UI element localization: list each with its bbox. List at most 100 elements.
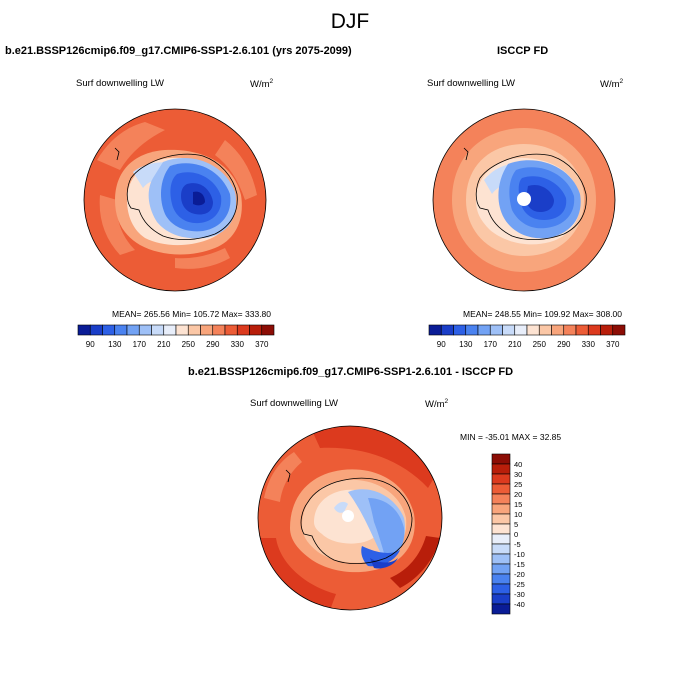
colorbar-tick-label: 370: [255, 340, 269, 349]
colorbar-tick-label: 290: [557, 340, 571, 349]
colorbar-tick-label: 90: [86, 340, 95, 349]
panel1-coastline: [114, 147, 238, 240]
colorbar-swatch: [514, 324, 528, 336]
figure-title: DJF: [330, 10, 370, 33]
colorbar-swatch: [491, 583, 511, 595]
panel3-stats: MIN = -35.01 MAX = 32.85: [460, 432, 562, 442]
colorbar-swatch: [538, 324, 552, 336]
colorbar-swatch: [491, 523, 511, 535]
colorbar-tick-label: -30: [514, 590, 525, 599]
colorbar-swatch: [175, 324, 189, 336]
colorbar-tick-label: 130: [108, 340, 122, 349]
colorbar-tick-label: -20: [514, 570, 525, 579]
panel3-polar-map: [257, 425, 443, 611]
colorbar-swatch: [261, 324, 275, 336]
panel3-negative-anomaly: [368, 498, 405, 560]
colorbar-swatch: [491, 553, 511, 565]
colorbar-swatch: [491, 603, 511, 615]
panel1-warm-band: [97, 122, 165, 170]
panel2-polar-map: [432, 108, 616, 292]
colorbar-swatch: [526, 324, 540, 336]
colorbar-tick-label: 210: [508, 340, 522, 349]
colorbar-tick-label: 25: [514, 480, 522, 489]
colorbar-swatch: [138, 324, 152, 336]
panel2-units-label: W/m2: [600, 78, 624, 90]
colorbar-tick-label: 210: [157, 340, 171, 349]
colorbar-tick-label: 90: [437, 340, 446, 349]
colorbar-swatch: [212, 324, 226, 336]
panel3-map-border: [257, 425, 443, 611]
colorbar-swatch: [551, 324, 565, 336]
colorbar-swatch: [102, 324, 116, 336]
panel3-title: b.e21.BSSP126cmip6.f09_g17.CMIP6-SSP1-2.…: [188, 366, 514, 378]
colorbar-tick-label: 250: [533, 340, 547, 349]
panel3-high-anomaly: [260, 538, 336, 610]
colorbar-swatch: [465, 324, 479, 336]
panel2-title: ISCCP FD: [497, 45, 549, 57]
colorbar-swatch: [491, 543, 511, 555]
colorbar-swatch: [491, 593, 511, 605]
colorbar-swatch: [600, 324, 614, 336]
panel1-variable-label: Surf downwelling LW: [76, 78, 165, 89]
colorbar-swatch: [89, 324, 103, 336]
colorbar-tick-label: 5: [514, 520, 518, 529]
panel3-units-label: W/m2: [425, 398, 449, 410]
colorbar-swatch: [491, 513, 511, 525]
panel1-ice-contour: [193, 191, 205, 206]
colorbar-swatch: [491, 473, 511, 485]
colorbar-swatch: [563, 324, 577, 336]
colorbar-swatch: [491, 453, 511, 465]
colorbar-swatch: [236, 324, 250, 336]
colorbar-swatch: [491, 463, 511, 475]
colorbar-swatch: [200, 324, 214, 336]
colorbar-tick-label: 10: [514, 510, 522, 519]
colorbar-tick-label: 30: [514, 470, 522, 479]
colorbar-tick-label: 20: [514, 490, 522, 499]
colorbar-swatch: [249, 324, 263, 336]
panel2-variable-label: Surf downwelling LW: [427, 78, 516, 89]
colorbar-swatch: [489, 324, 503, 336]
colorbar-swatch: [491, 563, 511, 575]
panel2-map-border: [432, 108, 616, 292]
panel2-colorbar: 90 130 170 210 250 290 330 370: [428, 324, 626, 349]
colorbar-swatch: [224, 324, 238, 336]
colorbar-swatch: [187, 324, 201, 336]
colorbar-tick-label: 170: [133, 340, 147, 349]
panel1-warm-band: [99, 195, 135, 255]
colorbar-swatch: [491, 573, 511, 585]
colorbar-swatch: [440, 324, 454, 336]
panel1-units-label: W/m2: [250, 78, 274, 90]
colorbar-swatch: [163, 324, 177, 336]
colorbar-tick-label: -10: [514, 550, 525, 559]
colorbar-tick-label: -15: [514, 560, 525, 569]
colorbar-tick-label: 370: [606, 340, 620, 349]
colorbar-tick-label: 330: [582, 340, 596, 349]
colorbar-tick-label: -40: [514, 600, 525, 609]
colorbar-swatch: [502, 324, 516, 336]
colorbar-swatch: [587, 324, 601, 336]
colorbar-swatch: [126, 324, 140, 336]
panel2-missing-pole: [517, 192, 531, 206]
colorbar-tick-label: 250: [182, 340, 196, 349]
colorbar-tick-label: 290: [206, 340, 220, 349]
colorbar-tick-label: 15: [514, 500, 522, 509]
colorbar-swatch: [575, 324, 589, 336]
colorbar-tick-label: -25: [514, 580, 525, 589]
colorbar-swatch: [491, 483, 511, 495]
panel3-variable-label: Surf downwelling LW: [250, 398, 339, 409]
panel2-coastline: [463, 147, 587, 240]
colorbar-tick-label: 0: [514, 530, 518, 539]
colorbar-swatch: [612, 324, 626, 336]
panel3-high-anomaly: [310, 426, 440, 488]
colorbar-tick-label: 40: [514, 460, 522, 469]
panel3-negative-anomaly: [370, 558, 398, 569]
panel3-negative-anomaly: [361, 546, 400, 567]
panel1-stats: MEAN= 265.56 Min= 105.72 Max= 333.80: [112, 309, 272, 319]
colorbar-swatch: [491, 493, 511, 505]
colorbar-swatch: [151, 324, 165, 336]
colorbar-tick-label: 130: [459, 340, 473, 349]
colorbar-tick-label: 330: [231, 340, 245, 349]
panel3-coastline: [285, 469, 413, 564]
colorbar-swatch: [77, 324, 91, 336]
